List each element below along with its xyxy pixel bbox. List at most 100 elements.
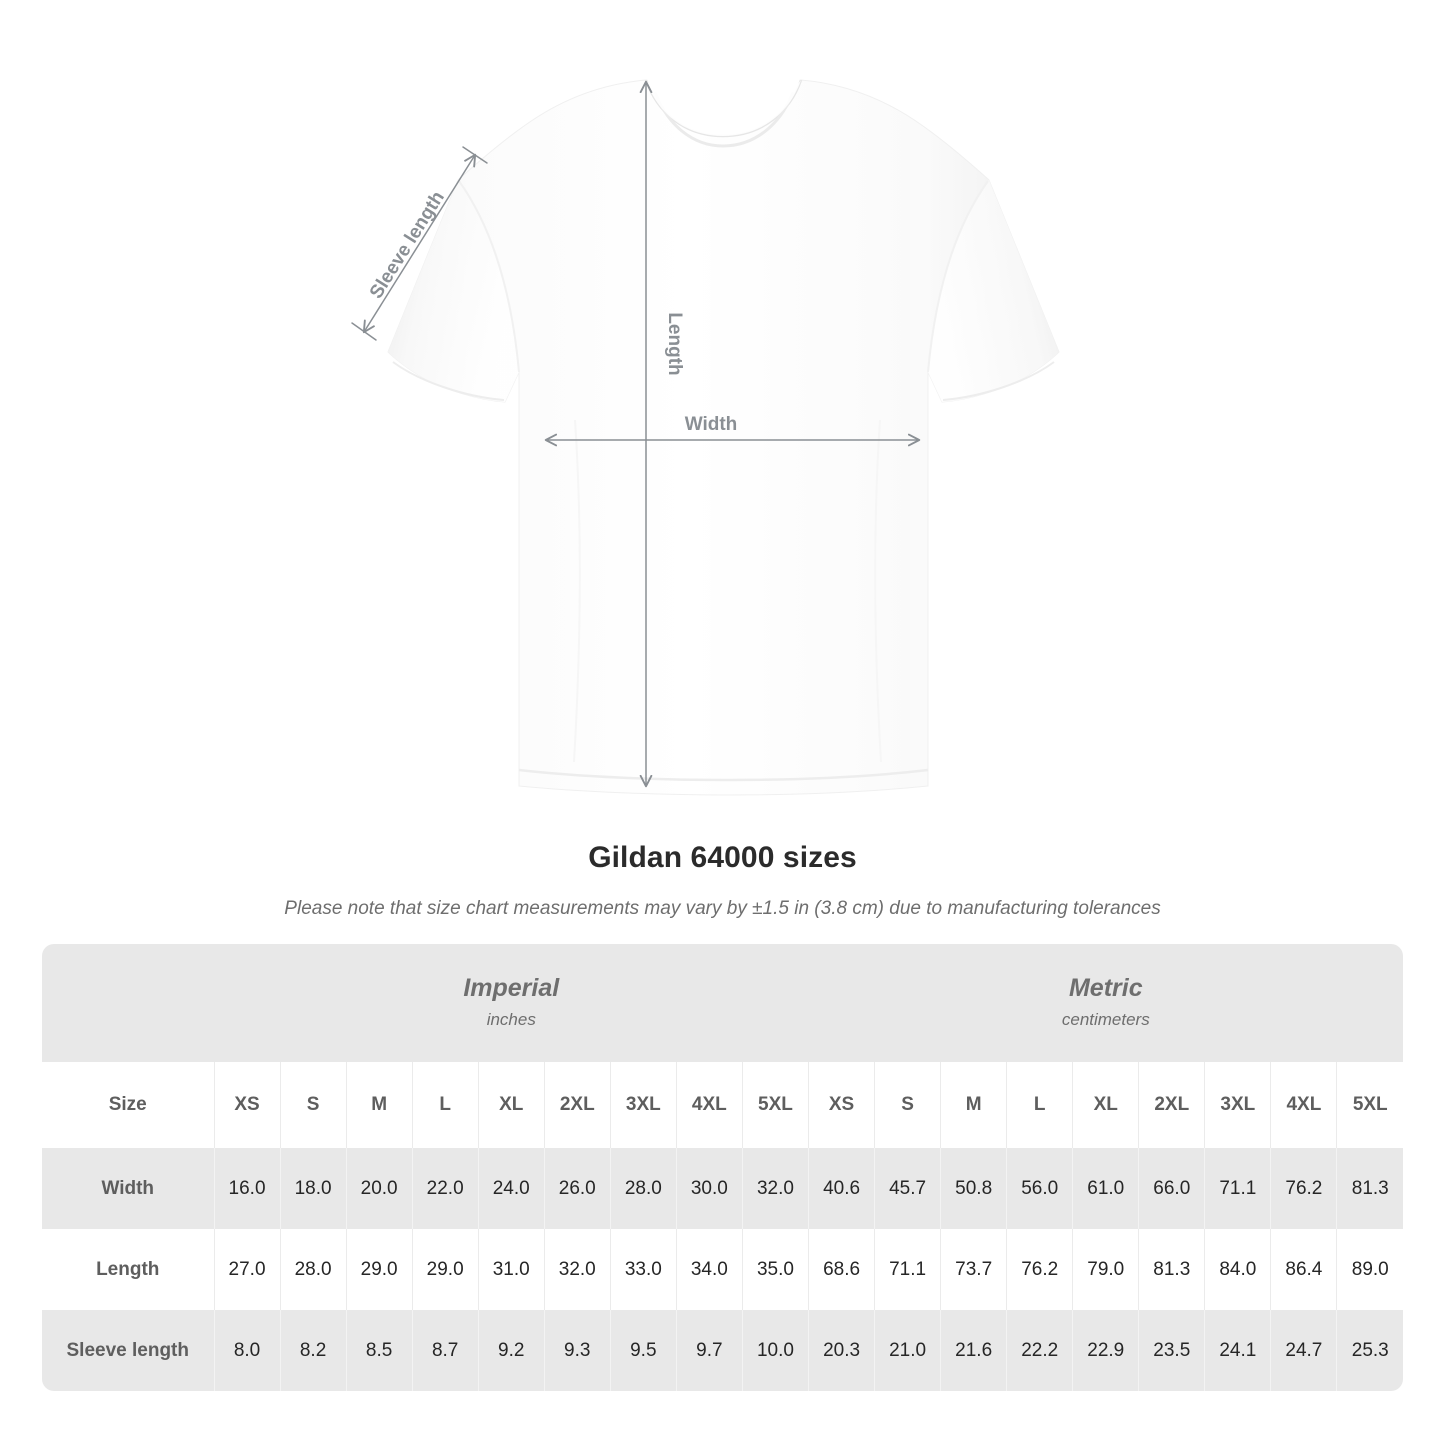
row-label-width: Width (42, 1148, 214, 1229)
cell-sleeve-length-imperial-xl: 9.2 (477, 1310, 545, 1391)
size-header-4xl-imperial[interactable]: 4XL (675, 1062, 743, 1148)
size-header-s-metric[interactable]: S (874, 1062, 941, 1148)
cell-width-imperial-2xl: 26.0 (543, 1148, 611, 1229)
cell-width-metric-4xl: 76.2 (1270, 1148, 1337, 1229)
cell-sleeve-length-metric-l: 22.2 (1006, 1310, 1073, 1391)
table-row: Sleeve length 8.0 8.2 8.5 8.7 9.2 9.3 9.5 9.7 10.… (42, 1310, 1403, 1391)
length-label: Length (664, 312, 685, 375)
cell-length-imperial-xl: 31.0 (477, 1229, 545, 1310)
cell-width-metric-l: 56.0 (1006, 1148, 1073, 1229)
size-header-m-imperial[interactable]: M (345, 1062, 413, 1148)
cell-sleeve-length-metric-4xl: 24.7 (1270, 1310, 1337, 1391)
size-header-2xl-metric[interactable]: 2XL (1138, 1062, 1205, 1148)
cell-length-metric-xs: 68.6 (808, 1229, 875, 1310)
sleeve-length-dimension (351, 146, 488, 341)
cell-width-imperial-s: 18.0 (279, 1148, 347, 1229)
cell-sleeve-length-imperial-5xl: 10.0 (741, 1310, 809, 1391)
cell-length-metric-2xl: 81.3 (1138, 1229, 1205, 1310)
cell-width-imperial-5xl: 32.0 (741, 1148, 809, 1229)
unit-system-name: Metric (1068, 974, 1143, 1002)
size-header-row: Size XS S M L XL 2XL 3XL 4XL 5XL XS S M L XL 2XL 3XL 4XL 5… (42, 1062, 1403, 1148)
table-row: Width 16.0 18.0 20.0 22.0 24.0 26.0 28.0 30.0 32.… (42, 1148, 1403, 1229)
tshirt-measurement-diagram: Sleeve length Length Width (351, 79, 1060, 796)
sleeve-length-arrow (364, 155, 475, 332)
cell-width-metric-m: 50.8 (940, 1148, 1007, 1229)
cell-length-imperial-xs: 27.0 (213, 1229, 281, 1310)
cell-sleeve-length-imperial-s: 8.2 (279, 1310, 347, 1391)
cell-width-metric-3xl: 71.1 (1204, 1148, 1271, 1229)
size-header-xl-imperial[interactable]: XL (477, 1062, 545, 1148)
unit-system-unit: inches (486, 1010, 536, 1029)
cell-sleeve-length-metric-xl: 22.9 (1072, 1310, 1139, 1391)
size-chart-table-wrapper: Imperial inches Metric centimeters Size XS S M L… (42, 944, 1403, 1391)
cell-sleeve-length-metric-m: 21.6 (940, 1310, 1007, 1391)
cell-length-metric-3xl: 84.0 (1204, 1229, 1271, 1310)
cell-sleeve-length-imperial-2xl: 9.3 (543, 1310, 611, 1391)
size-header-5xl-metric[interactable]: 5XL (1336, 1062, 1403, 1148)
cell-width-imperial-4xl: 30.0 (675, 1148, 743, 1229)
cell-sleeve-length-imperial-l: 8.7 (411, 1310, 479, 1391)
cell-length-imperial-5xl: 35.0 (741, 1229, 809, 1310)
cell-sleeve-length-imperial-m: 8.5 (345, 1310, 413, 1391)
row-label-length: Length (42, 1229, 214, 1310)
cell-sleeve-length-metric-s: 21.0 (874, 1310, 941, 1391)
cell-length-imperial-3xl: 33.0 (609, 1229, 677, 1310)
cell-length-imperial-4xl: 34.0 (675, 1229, 743, 1310)
unit-system-unit: centimeters (1061, 1010, 1150, 1029)
cell-length-metric-4xl: 86.4 (1270, 1229, 1337, 1310)
cell-width-metric-5xl: 81.3 (1336, 1148, 1403, 1229)
tshirt-illustration (387, 79, 1060, 796)
cell-length-metric-xl: 79.0 (1072, 1229, 1139, 1310)
size-header-label: Size (42, 1062, 214, 1148)
width-label: Width (685, 414, 738, 435)
unit-system-cell-metric: Metric centimeters (808, 944, 1403, 1062)
size-header-4xl-metric[interactable]: 4XL (1270, 1062, 1337, 1148)
cell-length-imperial-2xl: 32.0 (543, 1229, 611, 1310)
page-title: Gildan 64000 sizes (588, 841, 857, 874)
cell-length-metric-m: 73.7 (940, 1229, 1007, 1310)
size-header-2xl-imperial[interactable]: 2XL (543, 1062, 611, 1148)
size-header-l-metric[interactable]: L (1006, 1062, 1073, 1148)
cell-sleeve-length-imperial-3xl: 9.5 (609, 1310, 677, 1391)
cell-width-imperial-xl: 24.0 (477, 1148, 545, 1229)
size-header-xs-metric[interactable]: XS (808, 1062, 875, 1148)
size-header-xs-imperial[interactable]: XS (213, 1062, 281, 1148)
cell-sleeve-length-imperial-xs: 8.0 (213, 1310, 281, 1391)
size-header-l-imperial[interactable]: L (411, 1062, 479, 1148)
cell-length-metric-5xl: 89.0 (1336, 1229, 1403, 1310)
tolerance-note: Please note that size chart measurements… (284, 898, 1161, 919)
unit-system-row: Imperial inches Metric centimeters (42, 944, 1403, 1062)
size-header-3xl-metric[interactable]: 3XL (1204, 1062, 1271, 1148)
cell-width-imperial-m: 20.0 (345, 1148, 413, 1229)
size-header-m-metric[interactable]: M (940, 1062, 1007, 1148)
cell-length-imperial-s: 28.0 (279, 1229, 347, 1310)
cell-length-imperial-l: 29.0 (411, 1229, 479, 1310)
size-header-s-imperial[interactable]: S (279, 1062, 347, 1148)
row-label-sleeve-length: Sleeve length (42, 1310, 214, 1391)
cell-width-metric-s: 45.7 (874, 1148, 941, 1229)
size-header-xl-metric[interactable]: XL (1072, 1062, 1139, 1148)
cell-width-imperial-l: 22.0 (411, 1148, 479, 1229)
table-row: Length 27.0 28.0 29.0 29.0 31.0 32.0 33.0 34.0 35… (42, 1229, 1403, 1310)
heading-block: Gildan 64000 sizes Please note that size… (0, 838, 1445, 922)
cell-sleeve-length-metric-xs: 20.3 (808, 1310, 875, 1391)
cell-sleeve-length-metric-5xl: 25.3 (1336, 1310, 1403, 1391)
cell-sleeve-length-metric-2xl: 23.5 (1138, 1310, 1205, 1391)
cell-width-imperial-3xl: 28.0 (609, 1148, 677, 1229)
cell-length-metric-l: 76.2 (1006, 1229, 1073, 1310)
cell-width-metric-xs: 40.6 (808, 1148, 875, 1229)
cell-width-imperial-xs: 16.0 (213, 1148, 281, 1229)
cell-sleeve-length-metric-3xl: 24.1 (1204, 1310, 1271, 1391)
cell-width-metric-xl: 61.0 (1072, 1148, 1139, 1229)
unit-row-spacer (42, 944, 214, 1062)
unit-system-name: Imperial (463, 974, 560, 1002)
size-chart-table: Imperial inches Metric centimeters Size XS S M L… (42, 944, 1403, 1391)
size-header-3xl-imperial[interactable]: 3XL (609, 1062, 677, 1148)
cell-length-imperial-m: 29.0 (345, 1229, 413, 1310)
cell-length-metric-s: 71.1 (874, 1229, 941, 1310)
size-header-5xl-imperial[interactable]: 5XL (741, 1062, 809, 1148)
cell-width-metric-2xl: 66.0 (1138, 1148, 1205, 1229)
cell-sleeve-length-imperial-4xl: 9.7 (675, 1310, 743, 1391)
unit-system-cell-imperial: Imperial inches (214, 944, 809, 1062)
